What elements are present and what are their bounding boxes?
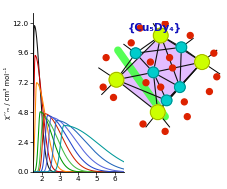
Circle shape (195, 55, 210, 69)
Circle shape (167, 55, 173, 60)
Circle shape (111, 94, 116, 100)
Circle shape (187, 33, 193, 38)
Text: {Cu₅Dy₄}: {Cu₅Dy₄} (128, 23, 182, 33)
Circle shape (150, 105, 165, 120)
Circle shape (176, 42, 187, 53)
Circle shape (170, 65, 175, 71)
Circle shape (158, 84, 164, 90)
Circle shape (103, 55, 109, 60)
Circle shape (211, 50, 217, 56)
Circle shape (162, 21, 168, 27)
Circle shape (109, 72, 124, 87)
Circle shape (162, 129, 168, 134)
Circle shape (175, 82, 185, 92)
Polygon shape (116, 36, 202, 112)
Circle shape (161, 95, 172, 106)
Circle shape (214, 74, 220, 80)
Circle shape (100, 84, 106, 90)
Circle shape (128, 40, 134, 46)
Circle shape (148, 59, 153, 65)
Circle shape (137, 25, 143, 31)
Circle shape (184, 114, 190, 120)
Circle shape (143, 80, 149, 86)
Circle shape (207, 89, 212, 94)
Circle shape (130, 48, 141, 59)
Y-axis label: χ’’ₘ / cm³ mol⁻¹: χ’’ₘ / cm³ mol⁻¹ (4, 67, 10, 119)
Circle shape (153, 28, 168, 43)
Circle shape (148, 67, 159, 78)
Circle shape (140, 121, 146, 127)
Circle shape (181, 99, 187, 105)
